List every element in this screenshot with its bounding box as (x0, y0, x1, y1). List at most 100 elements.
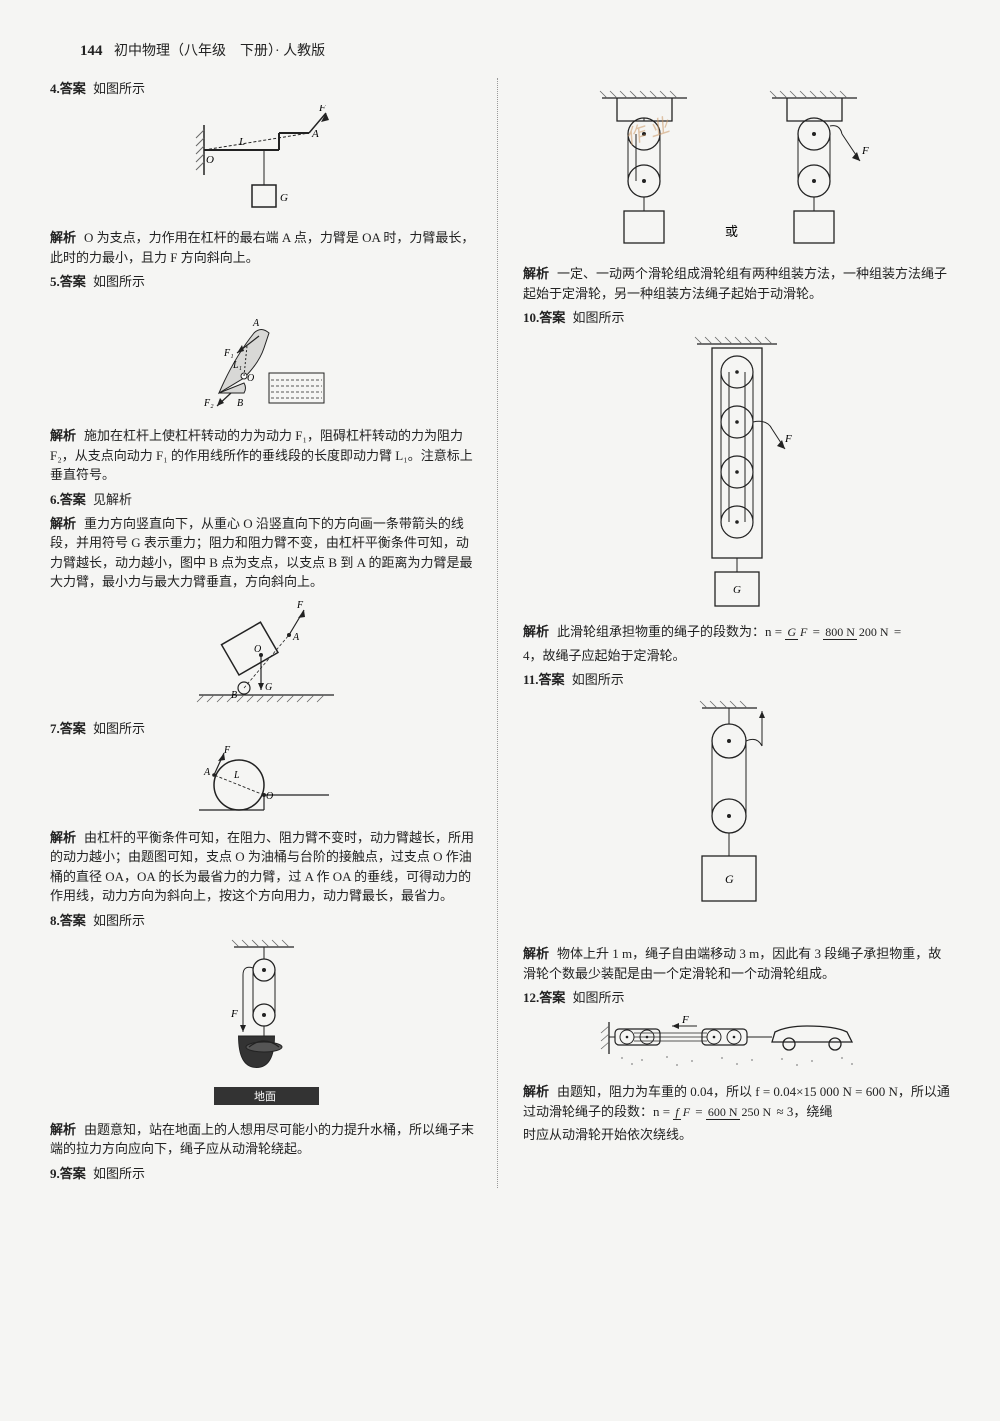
q12-explain: 解析由题知，阻力为车重的 0.04，所以 f = 0.04×15 000 N =… (523, 1082, 950, 1121)
q11-figure: G (523, 696, 950, 936)
svg-text:B: B (237, 398, 243, 409)
q10-explain-pre: 此滑轮组承担物重的绳子的段数为：n = (557, 624, 785, 639)
question-10: 10.答案 如图所示 (523, 307, 950, 326)
question-9: 9.答案 如图所示 (50, 1163, 477, 1182)
q9-explain: 解析一定、一动两个滑轮组成滑轮组有两种组装方法，一种组装方法绳子起始于定滑轮，另… (523, 264, 950, 303)
svg-text:F₁: F₁ (223, 348, 234, 359)
q7-explain: 解析由杠杆的平衡条件可知，在阻力、阻力臂不变时，动力臂越长，所用的动力越小；由题… (50, 828, 477, 906)
question-7: 7.答案 如图所示 (50, 718, 477, 737)
q10-label: 10.答案 (523, 310, 565, 325)
q5-explain-text: 施加在杠杆上使杠杆转动的力为动力 F₁，阻碍杠杆转动的力为阻力 F₂，从支点向动… (50, 428, 473, 482)
q8-answer: 如图所示 (93, 913, 145, 928)
q4-figure: O L A F G (50, 105, 477, 220)
q9-label: 9.答案 (50, 1166, 86, 1181)
q12-label: 12.答案 (523, 990, 565, 1005)
q9-explain-label: 解析 (523, 266, 549, 281)
q10-explain-post: 4，故绳子应起始于定滑轮。 (523, 646, 950, 666)
svg-text:L₁: L₁ (232, 360, 242, 371)
q10-explain-label: 解析 (523, 624, 549, 639)
q10-answer: 如图所示 (573, 310, 625, 325)
q6-figure: B O G A F (50, 600, 477, 710)
question-11: 11.答案 如图所示 (523, 669, 950, 688)
question-8: 8.答案 如图所示 (50, 910, 477, 929)
q12-frac1: fF (673, 1106, 692, 1119)
question-4: 4.答案 如图所示 (50, 78, 477, 97)
q5-figure: O A F₁ L₁ F₂ B (50, 298, 477, 418)
page-number: 144 (80, 43, 103, 59)
svg-text:A: A (292, 632, 300, 643)
q8-label: 8.答案 (50, 913, 86, 928)
q11-explain: 解析物体上升 1 m，绳子自由端移动 3 m，因此有 3 段绳子承担物重，故滑轮… (523, 944, 950, 983)
q4-answer: 如图所示 (93, 81, 145, 96)
q10-frac1: GF (785, 626, 809, 639)
svg-text:L: L (233, 770, 240, 781)
q5-label: 5.答案 (50, 274, 86, 289)
svg-text:A: A (252, 318, 260, 329)
q12-figure: F (523, 1014, 950, 1074)
q9-answer: 如图所示 (93, 1166, 145, 1181)
q5-explain-label: 解析 (50, 428, 76, 443)
q10-frac2: 800 N200 N (823, 626, 890, 639)
svg-text:作 业: 作 业 (622, 114, 673, 149)
q12-explain-post: 时应从动滑轮开始依次绕线。 (523, 1125, 950, 1145)
svg-text:F: F (230, 1008, 238, 1020)
question-6: 6.答案 见解析 (50, 489, 477, 508)
left-column: 4.答案 如图所示 O L A F (50, 78, 498, 1188)
q5-explain: 解析施加在杠杆上使杠杆转动的力为动力 F₁，阻碍杠杆转动的力为阻力 F₂，从支点… (50, 426, 477, 485)
svg-text:F: F (318, 105, 326, 114)
q10-explain: 解析此滑轮组承担物重的绳子的段数为：n = GF = 800 N200 N = (523, 622, 950, 642)
q11-label: 11.答案 (523, 672, 565, 687)
q7-explain-label: 解析 (50, 830, 76, 845)
q6-answer: 见解析 (93, 492, 132, 507)
q6-explain: 解析重力方向竖直向下，从重心 O 沿竖直向下的方向画一条带箭头的线段，并用符号 … (50, 514, 477, 592)
two-column-layout: 4.答案 如图所示 O L A F (50, 78, 950, 1188)
q9-explain-text: 一定、一动两个滑轮组成滑轮组有两种组装方法，一种组装方法绳子起始于定滑轮，另一种… (523, 266, 947, 301)
svg-text:O: O (247, 373, 254, 384)
q12-explain-label: 解析 (523, 1084, 549, 1099)
q9-figure: 作 业 或 F (523, 86, 950, 256)
page-header: 144 初中物理（八年级 下册）· 人教版 (50, 40, 950, 60)
svg-text:F: F (296, 600, 304, 611)
svg-text:B: B (231, 690, 237, 701)
q7-explain-text: 由杠杆的平衡条件可知，在阻力、阻力臂不变时，动力臂越长，所用的动力越小；由题图可… (50, 830, 474, 904)
svg-text:L: L (238, 136, 245, 148)
svg-text:G: G (280, 192, 288, 204)
svg-text:F: F (223, 745, 231, 756)
q7-figure: O L A F (50, 745, 477, 820)
q10-figure: F G (523, 334, 950, 614)
q12-approx: ≈ 3，绕绳 (776, 1104, 832, 1119)
q6-label: 6.答案 (50, 492, 86, 507)
q6-explain-label: 解析 (50, 516, 76, 531)
svg-text:G: G (733, 584, 741, 596)
book-title: 初中物理（八年级 下册）· 人教版 (114, 44, 325, 59)
svg-text:或: 或 (725, 224, 738, 239)
right-column: 作 业 或 F 解析一 (523, 78, 950, 1188)
svg-text:O: O (254, 644, 261, 655)
q5-answer: 如图所示 (93, 274, 145, 289)
q7-answer: 如图所示 (93, 721, 145, 736)
svg-text:F: F (861, 145, 869, 157)
svg-text:G: G (265, 682, 272, 693)
svg-text:F₂: F₂ (203, 398, 214, 409)
q7-label: 7.答案 (50, 721, 86, 736)
svg-text:O: O (266, 791, 273, 802)
q4-explain-label: 解析 (50, 230, 76, 245)
q8-figure: F 地面 (50, 937, 477, 1112)
svg-text:G: G (725, 872, 734, 886)
svg-text:地面: 地面 (254, 1090, 276, 1103)
q8-explain-text: 由题意知，站在地面上的人想用尽可能小的力提升水桶，所以绳子末端的拉力方向应向下，… (50, 1122, 474, 1157)
svg-text:A: A (203, 767, 211, 778)
q12-answer: 如图所示 (573, 990, 625, 1005)
q8-explain: 解析由题意知，站在地面上的人想用尽可能小的力提升水桶，所以绳子末端的拉力方向应向… (50, 1120, 477, 1159)
svg-text:O: O (206, 154, 214, 166)
q8-explain-label: 解析 (50, 1122, 76, 1137)
q12-frac2: 600 N250 N (706, 1106, 773, 1119)
q11-explain-label: 解析 (523, 946, 549, 961)
q11-answer: 如图所示 (572, 672, 624, 687)
question-12: 12.答案 如图所示 (523, 987, 950, 1006)
q11-explain-text: 物体上升 1 m，绳子自由端移动 3 m，因此有 3 段绳子承担物重，故滑轮个数… (523, 946, 941, 981)
q6-explain-text: 重力方向竖直向下，从重心 O 沿竖直向下的方向画一条带箭头的线段，并用符号 G … (50, 516, 473, 590)
q4-explain: 解析O 为支点，力作用在杠杆的最右端 A 点，力臂是 OA 时，力臂最长，此时的… (50, 228, 477, 267)
question-5: 5.答案 如图所示 (50, 271, 477, 290)
svg-text:F: F (681, 1014, 689, 1026)
